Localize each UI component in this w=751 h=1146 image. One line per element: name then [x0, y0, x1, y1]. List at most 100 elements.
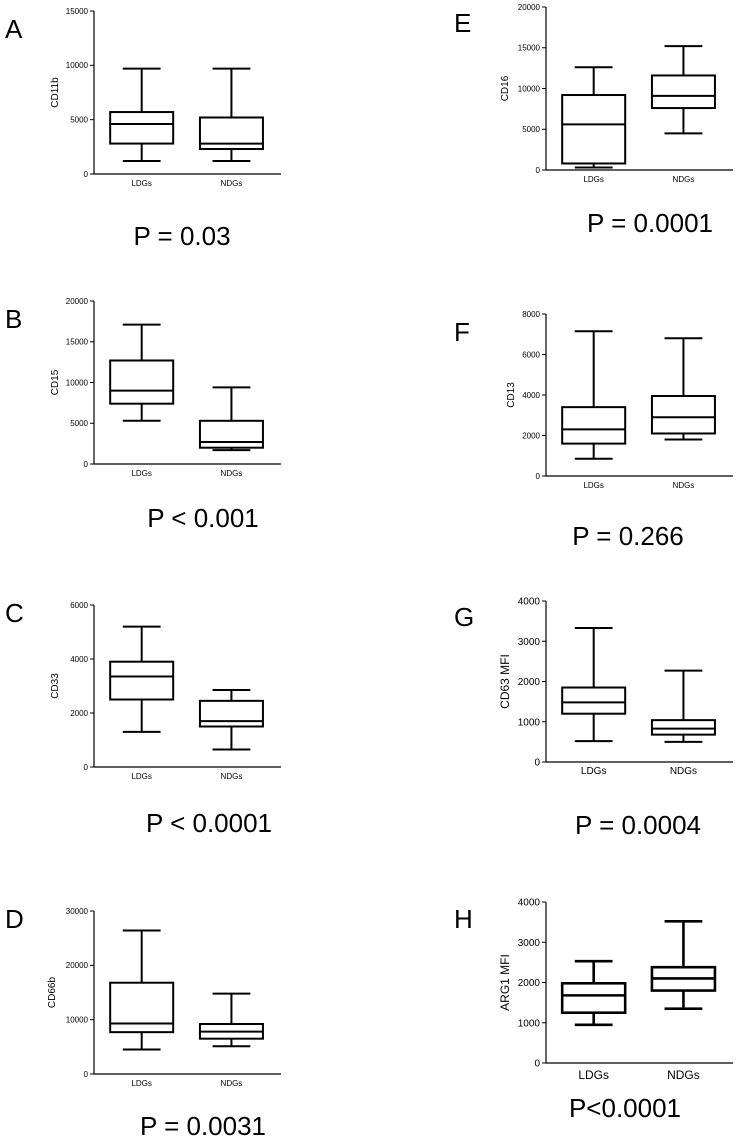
panel-letter: F [454, 317, 470, 347]
box-ldgs: LDGs [561, 66, 627, 184]
box-ldgs: LDGs [109, 625, 175, 781]
category-label: NDGs [673, 175, 695, 184]
box-ndgs: NDGs [198, 386, 264, 478]
p-value: P < 0.001 [147, 503, 259, 533]
y-axis-label: CD13 [506, 382, 517, 408]
box-ldgs: LDGs [561, 626, 627, 777]
panel-c: C 0 2000 4000 6000 CD33 LDGs NDGs P < 0.0001 [5, 598, 281, 838]
y-tick-label: 5000 [70, 115, 88, 124]
iqr-box [561, 686, 627, 715]
y-tick-label: 0 [536, 166, 541, 175]
box-ldgs: LDGs [109, 67, 175, 188]
iqr-box [198, 419, 264, 449]
y-tick-label: 0 [84, 1070, 89, 1079]
category-label: LDGs [131, 772, 151, 781]
panel-letter: A [5, 14, 23, 44]
category-label: NDGs [673, 481, 695, 490]
y-tick-label: 1000 [518, 1018, 541, 1029]
y-tick-label: 5000 [522, 125, 540, 134]
y-tick-label: 4000 [70, 655, 88, 664]
y-tick-label: 3000 [518, 938, 541, 949]
y-tick-label: 10000 [66, 61, 89, 70]
y-tick-label: 3000 [518, 637, 541, 648]
y-tick-label: 20000 [66, 961, 89, 970]
p-value: P = 0.266 [572, 521, 684, 551]
y-tick-label: 2000 [518, 978, 541, 989]
box-ndgs: NDGs [650, 337, 716, 490]
y-tick-label: 6000 [522, 350, 540, 359]
p-value: P = 0.03 [133, 221, 230, 251]
panel-f: F 0 2000 4000 6000 8000 CD13 LDGs NDGs P = 0.266 [454, 310, 733, 551]
y-tick-label: 20000 [518, 3, 541, 12]
p-value: P = 0.0031 [140, 1111, 266, 1141]
category-label: NDGs [667, 1068, 700, 1082]
iqr-box [560, 982, 627, 1014]
panel-letter: H [454, 904, 473, 934]
y-axis-label: CD63 MFI [498, 654, 512, 709]
p-value: P < 0.0001 [146, 808, 272, 838]
box-ndgs: NDGs [198, 67, 264, 188]
iqr-box [650, 719, 716, 736]
category-label: LDGs [131, 1079, 151, 1088]
category-label: NDGs [221, 1079, 243, 1088]
y-tick-label: 6000 [70, 601, 88, 610]
panel-letter: G [454, 602, 474, 632]
y-axis-label: CD33 [50, 673, 61, 699]
y-axis-label: CD16 [500, 75, 511, 101]
p-value: P = 0.0001 [587, 208, 713, 238]
panel-letter: C [5, 598, 24, 628]
y-tick-label: 0 [536, 472, 541, 481]
y-tick-label: 0 [84, 170, 89, 179]
y-tick-label: 0 [534, 758, 540, 769]
panel-a: A 0 5000 10000 15000 CD11b LDGs NDGs P = 0.03 [5, 7, 281, 251]
iqr-box [650, 74, 716, 110]
y-tick-label: 2000 [522, 431, 540, 440]
iqr-box [561, 406, 627, 445]
box-ldgs: LDGs [561, 330, 627, 490]
y-tick-label: 2000 [70, 709, 88, 718]
y-axis-label: CD15 [50, 369, 61, 395]
panel-letter: B [5, 304, 22, 334]
y-tick-label: 4000 [518, 597, 541, 608]
category-label: NDGs [670, 766, 697, 777]
iqr-box [198, 699, 264, 728]
y-tick-label: 30000 [66, 907, 89, 916]
panel-h: H 0 1000 2000 3000 4000 ARG1 MFI LDGs NDGs P<0.00… [454, 898, 733, 1123]
y-tick-label: 1000 [518, 717, 541, 728]
panel-b: B 0 5000 10000 15000 20000 CD15 LDGs NDGs P < 0.0… [5, 297, 281, 533]
y-tick-label: 2000 [518, 677, 541, 688]
y-tick-label: 0 [534, 1059, 540, 1070]
iqr-box [109, 111, 175, 145]
y-tick-label: 15000 [66, 338, 89, 347]
y-tick-label: 10000 [66, 378, 89, 387]
y-tick-label: 5000 [70, 419, 88, 428]
y-tick-label: 10000 [66, 1015, 89, 1024]
panel-letter: D [5, 904, 24, 934]
box-ndgs: NDGs [650, 920, 717, 1082]
y-axis-label: CD66b [47, 977, 58, 1009]
category-label: LDGs [583, 481, 603, 490]
category-label: NDGs [221, 772, 243, 781]
iqr-box [109, 660, 175, 701]
panel-g: G 0 1000 2000 3000 4000 CD63 MFI LDGs NDGs P = 0.… [454, 597, 733, 840]
box-ndgs: NDGs [650, 669, 716, 777]
iqr-box [650, 395, 716, 435]
y-tick-label: 8000 [522, 310, 540, 319]
box-ndgs: NDGs [650, 45, 716, 184]
iqr-box [109, 981, 175, 1034]
panel-e: E 0 5000 10000 15000 20000 CD16 LDGs NDGs P = 0.0… [454, 3, 733, 238]
box-ldgs: LDGs [109, 323, 175, 478]
y-tick-label: 20000 [66, 297, 89, 306]
y-tick-label: 0 [84, 763, 89, 772]
p-value: P<0.0001 [569, 1093, 681, 1123]
category-label: LDGs [583, 175, 603, 184]
box-ndgs: NDGs [198, 689, 264, 781]
category-label: LDGs [131, 469, 151, 478]
category-label: LDGs [578, 1068, 609, 1082]
iqr-box [561, 94, 627, 165]
box-ndgs: NDGs [198, 992, 264, 1088]
y-tick-label: 15000 [518, 44, 541, 53]
category-label: NDGs [221, 179, 243, 188]
box-ldgs: LDGs [560, 959, 627, 1082]
